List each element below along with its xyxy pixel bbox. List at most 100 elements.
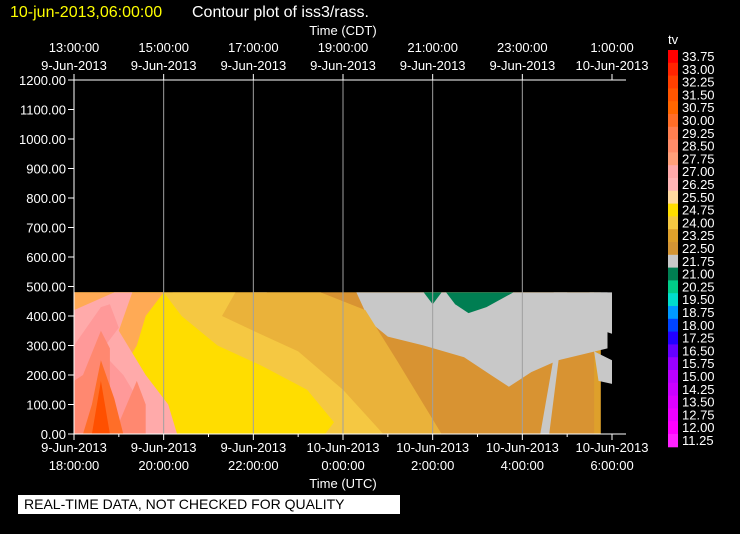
chart-title: Contour plot of iss3/rass. <box>192 4 369 21</box>
y-tick-label-8: 400.00 <box>26 309 66 324</box>
legend-swatch-12 <box>668 203 678 217</box>
y-tick-label-1: 1100.00 <box>20 103 66 118</box>
legend-items: 33.7533.0032.2531.5030.7530.0029.2528.50… <box>668 49 715 448</box>
legend-level-10: 26.25 <box>682 177 715 192</box>
legend-swatch-26 <box>668 382 678 397</box>
bottom-tick-time-0: 18:00:00 <box>49 458 100 473</box>
bottom-tick-time-5: 4:00:00 <box>501 458 544 473</box>
legend-title: tv <box>668 32 679 47</box>
legend-level-8: 27.75 <box>682 151 715 166</box>
legend-swatch-11 <box>668 190 678 205</box>
top-tick-time-2: 17:00:00 <box>228 40 279 55</box>
quality-notice: REAL-TIME DATA, NOT CHECKED FOR QUALITY <box>18 495 400 514</box>
bottom-tick-time-6: 6:00:00 <box>590 458 633 473</box>
legend-level-4: 30.75 <box>682 100 715 115</box>
color-legend: tv 33.7533.0032.2531.5030.7530.0029.2528… <box>668 32 715 448</box>
legend-swatch-17 <box>668 267 678 281</box>
legend-swatch-3 <box>668 88 678 102</box>
legend-level-2: 32.25 <box>682 75 715 90</box>
legend-level-25: 15.00 <box>682 369 715 384</box>
legend-swatch-30 <box>668 434 678 448</box>
top-tick-date-5: 9-Jun-2013 <box>489 58 555 73</box>
legend-level-15: 22.50 <box>682 241 715 256</box>
y-tick-label-6: 600.00 <box>26 250 66 265</box>
legend-level-19: 19.50 <box>682 292 715 307</box>
bottom-tick-date-0: 9-Jun-2013 <box>41 440 107 455</box>
legend-swatch-2 <box>668 75 678 89</box>
top-tick-date-2: 9-Jun-2013 <box>220 58 286 73</box>
bottom-tick-time-3: 0:00:00 <box>321 458 364 473</box>
legend-swatch-6 <box>668 126 678 141</box>
legend-level-6: 29.25 <box>682 126 715 141</box>
contour-region-3 <box>540 292 568 434</box>
legend-level-20: 18.75 <box>682 305 715 320</box>
top-axis-ticks: 13:00:00 9-Jun-2013 15:00:00 9-Jun-2013 17:0… <box>41 40 648 73</box>
bottom-tick-date-2: 9-Jun-2013 <box>220 440 286 455</box>
y-tick-label-2: 1000.00 <box>19 132 66 147</box>
y-tick-label-9: 300.00 <box>26 339 66 354</box>
legend-level-29: 12.00 <box>682 420 715 435</box>
bottom-axis-label: Time (UTC) <box>309 476 376 491</box>
legend-swatch-19 <box>668 293 678 307</box>
y-tick-label-0: 1200.00 <box>19 73 66 88</box>
legend-level-17: 21.00 <box>682 267 715 282</box>
legend-swatch-27 <box>668 395 678 409</box>
legend-swatch-10 <box>668 178 678 192</box>
legend-swatch-29 <box>668 421 678 435</box>
top-tick-date-3: 9-Jun-2013 <box>310 58 376 73</box>
top-tick-date-1: 9-Jun-2013 <box>131 58 197 73</box>
bottom-tick-date-6: 10-Jun-2013 <box>576 440 649 455</box>
top-tick-time-0: 13:00:00 <box>49 40 100 55</box>
legend-swatch-16 <box>668 254 678 269</box>
legend-swatch-28 <box>668 408 678 422</box>
legend-swatch-0 <box>668 50 678 64</box>
legend-swatch-22 <box>668 331 678 345</box>
legend-swatch-4 <box>668 101 678 115</box>
legend-level-27: 13.50 <box>682 395 715 410</box>
contour-region-8 <box>446 292 514 314</box>
y-tick-label-4: 800.00 <box>26 191 66 206</box>
legend-level-11: 25.50 <box>682 190 715 205</box>
legend-level-26: 14.25 <box>682 382 715 397</box>
legend-swatch-23 <box>668 344 678 358</box>
top-tick-time-5: 23:00:00 <box>497 40 548 55</box>
legend-swatch-9 <box>668 165 678 179</box>
contour-region-4 <box>589 292 612 334</box>
legend-level-21: 18.00 <box>682 318 715 333</box>
top-tick-time-1: 15:00:00 <box>138 40 189 55</box>
legend-swatch-20 <box>668 306 678 320</box>
legend-level-1: 33.00 <box>682 62 715 77</box>
legend-swatch-14 <box>668 229 678 243</box>
legend-swatch-8 <box>668 152 678 166</box>
bottom-tick-date-5: 10-Jun-2013 <box>486 440 559 455</box>
legend-swatch-24 <box>668 357 678 371</box>
legend-swatch-7 <box>668 139 678 153</box>
bottom-tick-date-4: 10-Jun-2013 <box>396 440 469 455</box>
contour-region-18 <box>91 380 110 434</box>
legend-level-16: 21.75 <box>682 254 715 269</box>
legend-swatch-25 <box>668 370 678 384</box>
y-tick-label-10: 200.00 <box>26 368 66 383</box>
legend-level-14: 23.25 <box>682 228 715 243</box>
legend-level-30: 11.25 <box>682 433 714 448</box>
legend-swatch-5 <box>668 114 678 128</box>
bottom-tick-time-1: 20:00:00 <box>138 458 189 473</box>
legend-level-12: 24.75 <box>682 203 715 218</box>
chart-date: 10-jun-2013,06:00:00 <box>10 4 162 21</box>
legend-level-24: 15.75 <box>682 356 715 371</box>
legend-level-23: 16.50 <box>682 343 715 358</box>
legend-level-0: 33.75 <box>682 49 715 64</box>
plot-area <box>73 74 626 440</box>
top-axis-label: Time (CDT) <box>309 23 376 38</box>
y-tick-label-7: 500.00 <box>26 280 66 295</box>
contour-region-11 <box>109 292 335 434</box>
legend-level-18: 20.25 <box>682 279 715 294</box>
legend-swatch-21 <box>668 318 678 333</box>
contour-region-5 <box>594 351 612 384</box>
legend-level-13: 24.00 <box>682 215 715 230</box>
legend-level-28: 12.75 <box>682 407 715 422</box>
bottom-axis-ticks: 9-Jun-2013 18:00:00 9-Jun-2013 20:00:00 9-Ju… <box>41 440 648 473</box>
bottom-tick-date-1: 9-Jun-2013 <box>131 440 197 455</box>
y-tick-label-11: 100.00 <box>26 398 66 413</box>
legend-swatch-1 <box>668 62 678 77</box>
